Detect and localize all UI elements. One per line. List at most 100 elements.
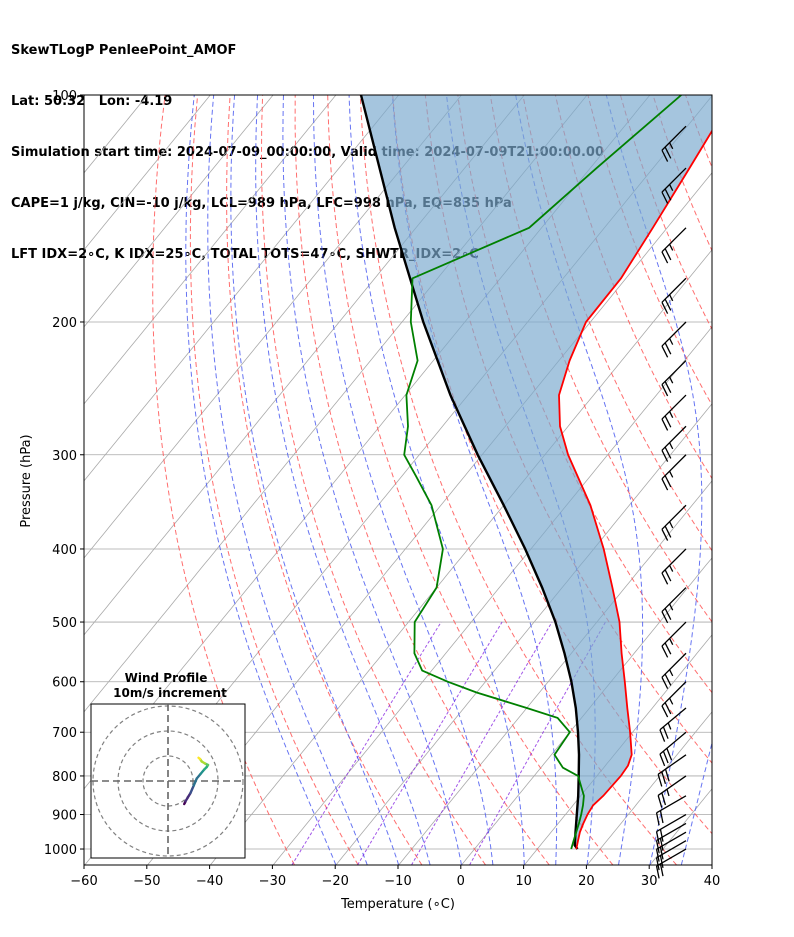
wind-barb (661, 277, 687, 314)
x-tick-label: −10 (384, 874, 411, 889)
dry-adiabat (652, 95, 712, 252)
dry-adiabat (327, 95, 614, 865)
moist-adiabat (255, 95, 431, 865)
isotherm (84, 95, 588, 713)
x-tick-label: −60 (70, 874, 97, 889)
y-tick-label: 600 (52, 676, 77, 691)
wind-barb (655, 795, 687, 826)
dry-adiabat (189, 95, 359, 865)
y-tick-label: 1000 (44, 843, 77, 858)
cape-shading (361, 95, 712, 849)
y-tick-label: 400 (52, 543, 77, 558)
x-tick-label: −40 (196, 874, 223, 889)
moist-adiabat (230, 95, 400, 865)
wind-barb (661, 587, 687, 624)
dry-adiabat (685, 95, 712, 169)
mixing-ratio-line (411, 621, 553, 865)
isotherm (523, 634, 712, 865)
x-tick-label: −50 (133, 874, 160, 889)
dry-adiabat (359, 95, 677, 865)
wind-barb (657, 775, 687, 808)
moist-adiabat (713, 95, 794, 865)
mixing-ratio-line (291, 621, 442, 865)
wind-barb (661, 167, 687, 204)
moist-adiabat (348, 95, 525, 865)
y-tick-label: 100 (52, 89, 77, 104)
isotherm (84, 95, 462, 559)
reference-lines (152, 95, 794, 865)
wind-barb (661, 621, 687, 658)
isotherm (84, 95, 400, 482)
dry-adiabat (522, 95, 712, 552)
parcel-path (359, 95, 581, 850)
isotherm (649, 788, 712, 865)
dry-adiabat (294, 95, 550, 865)
wind-barb (661, 504, 687, 541)
x-tick-label: −20 (321, 874, 348, 889)
y-tick-label: 300 (52, 449, 77, 464)
dry-adiabat (489, 95, 712, 623)
profile-layer (359, 95, 712, 850)
wind-barb (655, 813, 687, 845)
moist-adiabat (185, 95, 337, 865)
x-tick-label: 10 (515, 874, 532, 889)
wind-barb-layer (655, 125, 687, 879)
hodograph-segment (197, 756, 202, 761)
wind-barb (659, 731, 687, 767)
x-axis: −60 −50 −40 −30 −20 −10 0 10 20 30 40 (70, 865, 720, 889)
wind-barb (661, 681, 687, 718)
wind-barb (661, 454, 687, 491)
dry-adiabat (783, 95, 794, 865)
mixing-ratio-line (357, 621, 503, 865)
hodograph-segment (189, 784, 195, 795)
isotherm (586, 711, 712, 865)
wind-barb (661, 394, 687, 431)
x-axis-label: Temperature (∘C) (340, 897, 455, 912)
y-axis-label: Pressure (hPa) (19, 434, 34, 527)
y-tick-label: 800 (52, 770, 77, 785)
wind-barb (661, 425, 687, 462)
x-tick-label: 30 (641, 874, 658, 889)
wind-barb (655, 822, 687, 854)
dry-adiabat (226, 95, 423, 865)
wind-barb (661, 321, 687, 358)
y-tick-label: 700 (52, 726, 77, 741)
moist-adiabat (605, 95, 703, 865)
moist-adiabat (515, 95, 644, 865)
x-tick-label: 40 (704, 874, 721, 889)
x-tick-label: −30 (259, 874, 286, 889)
dry-adiabat (152, 95, 295, 865)
moist-adiabat (282, 95, 462, 865)
x-tick-label: 20 (578, 874, 595, 889)
dewpoint-profile (403, 95, 682, 850)
moist-adiabat (313, 95, 494, 865)
chart-title: SkewTLogP PenleePoint_AMOF (11, 43, 237, 58)
dry-adiabat (260, 95, 487, 865)
isotherm (776, 95, 794, 865)
dry-adiabat (751, 95, 794, 865)
moist-adiabat (207, 95, 368, 865)
wind-barb (661, 652, 687, 689)
y-tick-label: 900 (52, 809, 77, 824)
y-axis: 100 200 300 400 500 600 700 800 900 1000 (44, 89, 84, 858)
temperature-profile (558, 129, 712, 850)
wind-barb (657, 754, 687, 787)
moist-adiabat (392, 95, 558, 865)
moist-adiabat (680, 740, 712, 865)
cape-fill-layer (361, 95, 712, 849)
y-tick-label: 500 (52, 616, 77, 631)
dry-adiabat (718, 95, 794, 865)
hodograph-segment (192, 777, 198, 787)
isotherm (84, 95, 525, 636)
wind-barb (661, 548, 687, 585)
wind-barb (659, 707, 687, 742)
x-tick-label: 0 (457, 874, 465, 889)
isotherm (84, 95, 86, 97)
hodograph-subtitle: 10m/s increment (113, 686, 227, 700)
wind-barb (661, 227, 687, 264)
wind-barb (661, 125, 687, 162)
station-location: Lat: 50.32 Lon: -4.19 (11, 94, 173, 109)
isotherm (272, 326, 712, 865)
